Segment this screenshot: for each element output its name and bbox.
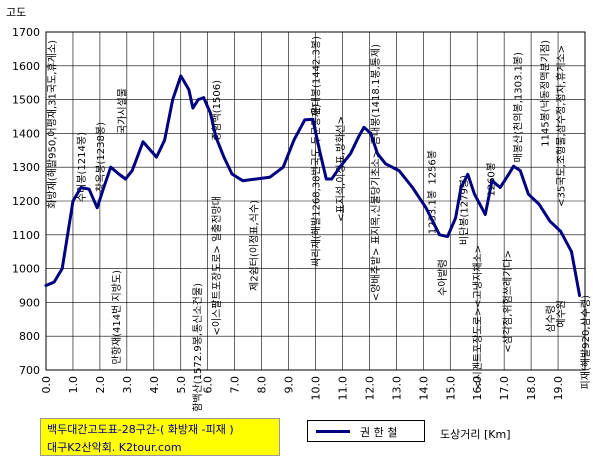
x-tick-label: 5.0 — [175, 376, 188, 394]
y-tick-label: 900 — [19, 296, 40, 309]
annotation-label: 제2쉼터(이정표,식수) — [249, 200, 261, 291]
legend-label: 권 한 철 — [360, 426, 398, 439]
annotation-label: 화방재(해발950,어평재,31국도,휴게소) — [45, 40, 58, 209]
annotation-label: 국가시설물 — [116, 88, 128, 134]
annotation-label: 비단봉(1279봉) — [459, 175, 471, 245]
annotation-label: 창옥봉(1238봉) — [95, 122, 107, 192]
x-tick-label: 9.0 — [283, 376, 296, 394]
x-tick-label: 18.0 — [525, 376, 538, 401]
peak-annotations: 화방재(해발950,어평재,31국도,휴게소) 수리봉(1214봉) 창옥봉(123… — [45, 36, 592, 412]
y-tick-label: 1400 — [12, 127, 40, 140]
gridlines — [45, 31, 585, 371]
x-tick-label: 0.0 — [40, 376, 53, 394]
y-tick-label: 800 — [19, 330, 40, 343]
x-tick-label: 7.0 — [229, 376, 242, 394]
y-tick-label: 1600 — [12, 60, 40, 73]
annotation-label: <시멘트포장도로><고냉지채소> — [472, 245, 484, 389]
annotation-label: 함백산(1572.9봉,통신소건물) — [192, 283, 204, 412]
annotation-label: 1145봉(낙동정맥분기점) — [540, 40, 552, 147]
x-tick-label: 8.0 — [256, 376, 269, 394]
annotation-label: 1256봉 — [426, 150, 438, 185]
annotation-label: 예수원 — [556, 300, 568, 328]
x-tick-label: 13.0 — [390, 376, 403, 401]
x-tick-label: 11.0 — [336, 376, 349, 401]
elevation-series — [44, 74, 582, 298]
annotation-label: 수리봉(1214봉) — [76, 132, 88, 202]
y-tick-label: 1300 — [12, 161, 40, 174]
y-tick-label: 1100 — [12, 229, 40, 242]
annotation-label: 매봉산(천의봉,1303.1봉) — [513, 52, 525, 162]
x-tick-label: 12.0 — [363, 376, 376, 401]
y-tick-label: 1500 — [12, 94, 40, 107]
x-tick-label: 17.0 — [498, 376, 511, 401]
annotation-label: <양배추밭> 표지목,신불당기초소> — [370, 150, 382, 301]
x-tick-label: 1.0 — [67, 376, 80, 394]
y-tick-label: 700 — [19, 364, 40, 377]
annotation-label: 금대봉(1418.1봉,통제) — [370, 44, 382, 145]
y-tick-label: 1700 — [12, 26, 40, 39]
x-tick-label: 3.0 — [121, 376, 134, 394]
x-axis-label: 도상거리 [Km] — [440, 428, 511, 441]
x-tick-label: 4.0 — [148, 376, 161, 394]
x-tick-label: 19.0 — [552, 376, 565, 401]
credit-box: 백두대간고도표-28구간-( 화방재 -피재 ) 대구K2산악회. K2tour… — [40, 418, 280, 456]
credit-title: 백두대간고도표-28구간-( 화방재 -피재 ) — [47, 423, 234, 436]
series-line — [44, 74, 582, 298]
y-axis-label: 고도 — [6, 6, 26, 19]
annotation-label: 중함백(1506) — [211, 80, 223, 141]
annotation-label: <이스팔트포장도로> 일출전망대 — [211, 196, 223, 336]
annotation-label: 삼수령 — [545, 305, 557, 333]
annotation-label: 수아밭령 — [437, 259, 449, 296]
x-tick-label: 6.0 — [202, 376, 215, 394]
x-tick-label: 10.0 — [310, 376, 323, 401]
annotation-label: 만항재(414번 지방도) — [111, 270, 123, 365]
legend: 권 한 철 — [307, 420, 425, 442]
annotation-label: 피재(해발920,삼수령) — [579, 295, 592, 390]
legend-swatch — [316, 430, 350, 433]
annotation-label: 은대봉(1442.3봉) — [311, 36, 323, 116]
credit-club: 대구K2산악회. K2tour.com — [47, 441, 182, 454]
annotation-label: <삼각점,위험쓰레기다> — [501, 250, 514, 353]
y-tick-label: 1200 — [12, 195, 40, 208]
annotation-label: 1233.1봉 — [426, 190, 438, 234]
y-tick-label: 1000 — [12, 263, 40, 276]
x-tick-label: 14.0 — [417, 376, 430, 401]
x-axis: 0.0 1.0 2.0 3.0 4.0 5.0 6.0 7.0 8.0 9.0 10.0 11.0 12… — [40, 376, 565, 401]
annotation-label: <표지석,이정표,방화선> — [335, 116, 347, 222]
x-tick-label: 2.0 — [94, 376, 107, 394]
annotation-label: <35국도,조형물,삼수정,정자,휴게소> — [556, 45, 568, 207]
x-tick-label: 15.0 — [444, 376, 457, 401]
y-axis: 1700 1600 1500 1400 1300 1200 1100 1000 900 800 70… — [12, 26, 40, 377]
x-tick-label: 16.0 — [471, 376, 484, 401]
